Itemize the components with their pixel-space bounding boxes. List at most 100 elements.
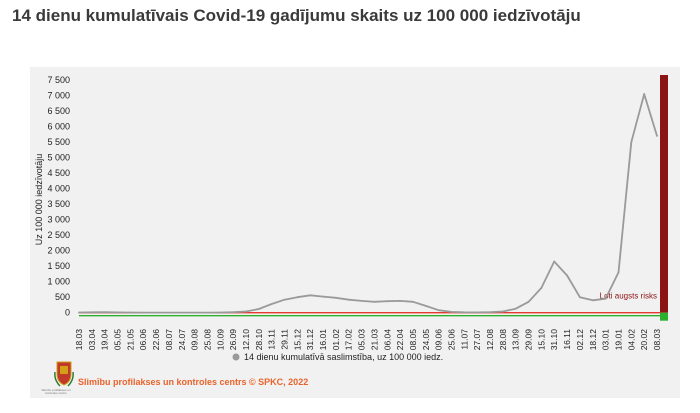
x-tick-label: 06.06 <box>138 329 148 351</box>
x-tick-label: 10.09 <box>215 329 225 351</box>
x-tick-label: 18.03 <box>74 329 84 351</box>
data-point <box>579 296 581 299</box>
x-tick-label: 31.12 <box>305 329 315 351</box>
y-tick-label: 3 500 <box>47 199 70 209</box>
data-point <box>437 309 440 312</box>
data-point <box>630 141 633 144</box>
x-tick-label: 19.01 <box>613 329 623 351</box>
data-point <box>412 300 414 303</box>
y-tick-label: 500 <box>55 292 70 302</box>
data-point <box>129 311 132 314</box>
x-tick-label: 31.10 <box>549 329 559 351</box>
footer-source: Slimību profilakses un kontroles centrs … <box>78 377 309 387</box>
y-tick-label: 6 000 <box>47 122 70 132</box>
data-point <box>334 296 337 299</box>
x-tick-label: 29.09 <box>524 329 534 351</box>
chart-canvas: 0 500 1 000 1 500 2 000 2 500 3 000 3 500 4 000 4… <box>34 75 668 362</box>
data-point <box>116 311 119 314</box>
data-point <box>309 294 312 297</box>
x-tick-label: 05.05 <box>113 329 123 351</box>
x-tick-label: 24.05 <box>421 329 431 351</box>
data-point <box>643 93 646 95</box>
x-tick-label: 01.02 <box>331 329 341 351</box>
legend-label: 14 dienu kumulatīvā saslimstība, uz 100 … <box>244 352 443 362</box>
data-point <box>386 300 389 303</box>
y-tick-label: 6 500 <box>47 106 70 116</box>
data-point <box>489 311 491 314</box>
data-point <box>232 311 235 314</box>
x-tick-label: 20.02 <box>639 329 649 351</box>
data-point <box>553 260 556 263</box>
x-tick-label: 03.04 <box>87 329 97 351</box>
x-tick-label: 13.09 <box>511 329 521 351</box>
x-tick-label: 12.10 <box>241 329 251 351</box>
data-point <box>501 310 504 313</box>
y-tick-label: 1 000 <box>47 277 70 287</box>
data-point <box>604 297 607 300</box>
y-tick-label: 5 500 <box>47 137 70 147</box>
data-point <box>656 135 658 137</box>
chart-panel: 0 500 1 000 1 500 2 000 2 500 3 000 3 500 4 000 4… <box>30 67 680 398</box>
data-point <box>180 311 183 314</box>
x-tick-label: 03.01 <box>601 329 611 351</box>
x-tick-label: 26.09 <box>228 329 238 351</box>
data-point <box>193 311 196 314</box>
x-tick-label: 04.02 <box>626 329 636 351</box>
legend-marker <box>232 353 240 361</box>
data-point <box>168 311 170 314</box>
y-tick-label: 2 000 <box>47 246 70 256</box>
x-tick-label: 22.04 <box>395 329 405 351</box>
threshold-label: Ļoti augsts risks <box>600 292 657 301</box>
x-tick-label: 11.07 <box>459 329 469 350</box>
data-point <box>617 271 620 274</box>
data-point <box>476 311 479 314</box>
y-tick-label: 5 000 <box>47 153 70 163</box>
x-tick-label: 09.08 <box>190 329 200 351</box>
data-point <box>540 286 543 289</box>
x-tick-label: 13.11 <box>267 329 277 350</box>
y-tick-label: 3 000 <box>47 215 70 225</box>
x-tick-label: 05.03 <box>357 329 367 351</box>
x-tick-label: 25.06 <box>446 329 456 351</box>
page-title: 14 dienu kumulatīvais Covid-19 gadījumu … <box>12 6 581 25</box>
data-point <box>103 311 106 314</box>
data-point <box>360 300 363 302</box>
x-tick-label: 06.04 <box>382 329 392 351</box>
x-tick-label: 28.08 <box>498 329 508 351</box>
low-risk-band <box>660 312 668 321</box>
data-point <box>450 311 453 313</box>
data-point <box>296 296 299 299</box>
data-point <box>399 300 402 302</box>
y-tick-label: 4 000 <box>47 184 70 194</box>
data-point <box>527 300 530 303</box>
x-tick-label: 17.02 <box>344 329 354 351</box>
data-point <box>257 308 260 310</box>
x-tick-label: 12.08 <box>485 329 495 351</box>
y-tick-label: 7 000 <box>47 91 70 101</box>
data-point <box>373 300 376 303</box>
data-point <box>142 311 145 314</box>
x-tick-label: 08.07 <box>164 329 174 351</box>
x-tick-label: 02.12 <box>575 329 585 351</box>
y-tick-label: 0 <box>65 308 70 318</box>
x-tick-label: 08.05 <box>408 329 418 351</box>
data-point <box>78 311 80 314</box>
data-point <box>322 295 324 298</box>
logo-caption: Slimību profilakses un kontroles centrs <box>41 388 71 395</box>
x-tick-label: 24.07 <box>177 329 187 351</box>
data-point <box>463 311 466 314</box>
data-point <box>347 298 350 301</box>
x-tick-label: 15.12 <box>292 329 302 351</box>
spkc-logo-icon <box>54 361 74 387</box>
y-axis-label: Uz 100 000 iedzīvotāju <box>34 154 44 246</box>
y-tick-label: 1 500 <box>47 261 70 271</box>
data-point <box>90 311 93 314</box>
data-point <box>424 304 427 307</box>
y-tick-label: 7 500 <box>47 75 70 85</box>
data-point <box>245 310 247 313</box>
x-tick-label: 19.04 <box>100 329 110 351</box>
very-high-risk-band <box>660 75 668 313</box>
x-tick-label: 08.03 <box>652 329 662 351</box>
x-tick-label: 29.11 <box>280 329 290 350</box>
data-point <box>566 274 568 277</box>
